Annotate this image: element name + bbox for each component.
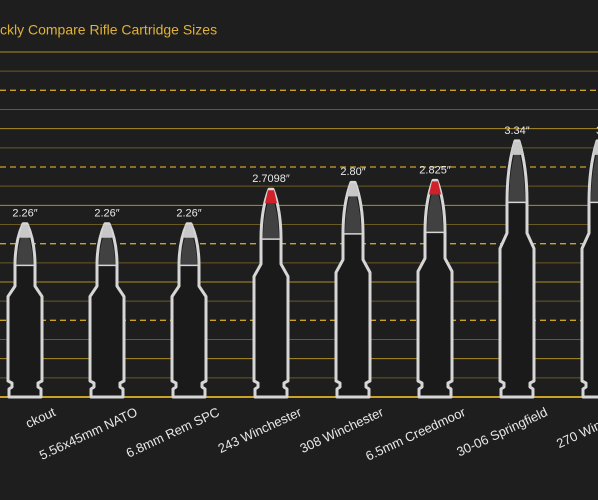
value-label: 2.825″ <box>419 164 451 176</box>
cartridge <box>6 222 44 399</box>
bullet-fill <box>591 147 598 203</box>
bullet-fill <box>181 226 197 266</box>
bullet-fill <box>509 143 525 203</box>
cartridge <box>498 139 536 399</box>
cartridge <box>416 178 454 399</box>
cartridge <box>580 139 598 399</box>
bullet-tip <box>101 224 113 238</box>
bullet-tip <box>429 181 441 195</box>
value-label: 2.80″ <box>340 166 365 178</box>
bullet-fill <box>17 226 33 266</box>
bullet-tip <box>19 224 31 238</box>
bullet-fill <box>345 185 361 234</box>
cartridge <box>252 187 290 399</box>
value-label: 2.7098″ <box>252 173 290 185</box>
bullet-tip <box>511 141 523 155</box>
bullet-fill <box>427 183 443 233</box>
value-label: 3.34″ <box>504 125 529 137</box>
cartridge <box>334 180 372 399</box>
bullet-tip <box>347 183 359 197</box>
value-label: 2.26″ <box>176 208 201 220</box>
value-label: 2.26″ <box>12 208 37 220</box>
chart-title: ckly Compare Rifle Cartridge Sizes <box>0 22 217 38</box>
bullet-fill <box>99 226 115 266</box>
bullet-tip <box>265 190 277 204</box>
cartridge <box>88 222 126 399</box>
value-label: 2.26″ <box>94 208 119 220</box>
bullet-tip <box>183 224 195 238</box>
bullet-fill <box>263 192 279 240</box>
bullet-tip <box>593 141 598 155</box>
cartridge <box>170 222 208 399</box>
value-label: 3 <box>596 125 598 137</box>
